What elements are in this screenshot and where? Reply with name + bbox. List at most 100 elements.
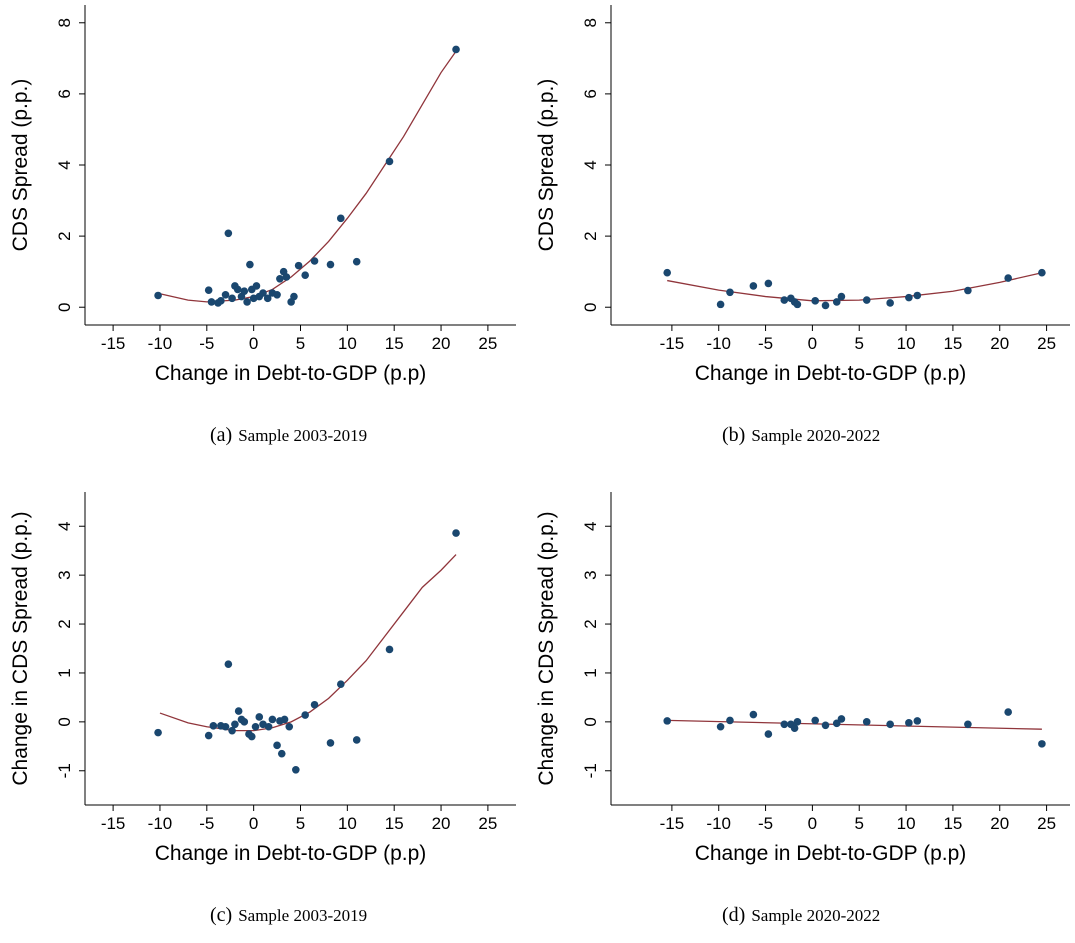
y-tick-label: 2 (581, 231, 600, 240)
x-tick-label: 5 (855, 814, 864, 833)
x-tick-label: -15 (101, 814, 126, 833)
x-tick-label: 0 (249, 334, 258, 353)
x-tick-label: 15 (385, 814, 404, 833)
y-tick-label: 6 (581, 89, 600, 98)
point (204, 286, 213, 294)
point (811, 716, 820, 725)
x-tick-label: 20 (990, 814, 1009, 833)
x-tick-label: 10 (897, 814, 916, 833)
x-tick-label: 5 (855, 334, 864, 353)
x-tick-label: 15 (943, 814, 962, 833)
point (716, 300, 725, 309)
point (326, 739, 335, 747)
point (385, 157, 394, 166)
x-axis-title: Change in Debt-to-GDP (p.p) (695, 362, 967, 385)
point (336, 214, 345, 223)
y-tick-label: 2 (581, 619, 600, 628)
point (964, 720, 972, 729)
x-tick-label: 10 (338, 334, 357, 353)
y-axis-title: Change in CDS Spread (p.p.) (535, 511, 558, 785)
point (964, 286, 972, 295)
x-tick-label: 15 (943, 334, 962, 353)
point (1004, 708, 1012, 716)
y-tick-label: 2 (55, 619, 74, 628)
x-tick-label: 25 (478, 334, 497, 353)
point (793, 718, 802, 726)
point (154, 291, 162, 300)
x-tick-label: 25 (1037, 334, 1056, 353)
x-tick-label: -10 (148, 334, 173, 353)
point (663, 268, 672, 277)
point (793, 300, 802, 309)
point (221, 722, 230, 731)
caption: (d) Sample 2020-2022 (722, 904, 880, 926)
y-tick-label: 0 (55, 302, 74, 311)
y-tick-label: 4 (55, 160, 74, 169)
y-tick-label: 8 (581, 18, 600, 27)
y-tick-label: 6 (55, 89, 74, 98)
point (282, 273, 291, 281)
point (886, 299, 894, 307)
point (310, 700, 319, 709)
x-tick-label: 25 (478, 814, 497, 833)
x-tick-label: -15 (101, 334, 126, 353)
point (301, 711, 309, 719)
x-axis-title: Change in Debt-to-GDP (p.p) (695, 842, 967, 865)
point (273, 290, 281, 299)
point (264, 722, 273, 731)
y-tick-label: 4 (55, 522, 74, 531)
y-tick-label: 8 (55, 18, 74, 27)
x-tick-label: 0 (249, 814, 258, 833)
x-tick-label: -10 (148, 814, 173, 833)
y-tick-label: 4 (581, 160, 600, 169)
point (764, 730, 773, 738)
caption-text: Sample 2020-2022 (751, 906, 880, 925)
point (246, 260, 254, 269)
y-tick-label: 3 (55, 570, 74, 579)
point (268, 715, 277, 724)
point (913, 291, 922, 300)
point (1038, 740, 1046, 748)
point (259, 289, 267, 297)
point (862, 718, 871, 726)
point (336, 680, 345, 689)
point (862, 296, 871, 304)
y-tick-label: 1 (55, 668, 74, 677)
x-tick-label: -5 (199, 814, 214, 833)
point (233, 285, 242, 294)
y-axis-title: CDS Spread (p.p.) (9, 79, 32, 252)
point (228, 726, 236, 735)
x-tick-label: -10 (706, 334, 731, 353)
point (716, 722, 725, 731)
point (217, 297, 225, 305)
point (224, 229, 233, 238)
x-tick-label: 20 (990, 334, 1009, 353)
point (255, 713, 264, 721)
y-axis-title: Change in CDS Spread (p.p.) (9, 511, 32, 785)
point (821, 301, 830, 310)
point (310, 257, 319, 265)
x-tick-label: -5 (758, 334, 773, 353)
point (224, 660, 233, 668)
point (913, 717, 922, 725)
point (251, 722, 260, 731)
fit-line (159, 554, 457, 732)
y-tick-label: 2 (55, 231, 74, 240)
x-tick-label: 5 (296, 814, 305, 833)
x-tick-label: -5 (199, 334, 214, 353)
x-tick-label: 20 (432, 334, 451, 353)
point (240, 287, 249, 296)
point (277, 749, 286, 758)
point (452, 45, 460, 54)
point (726, 288, 734, 297)
point (209, 721, 218, 730)
point (234, 707, 243, 715)
point (273, 741, 281, 750)
point (240, 718, 249, 726)
point (764, 279, 773, 288)
point (790, 724, 799, 733)
x-tick-label: -15 (660, 334, 685, 353)
x-tick-label: 25 (1037, 814, 1056, 833)
point (749, 710, 758, 719)
